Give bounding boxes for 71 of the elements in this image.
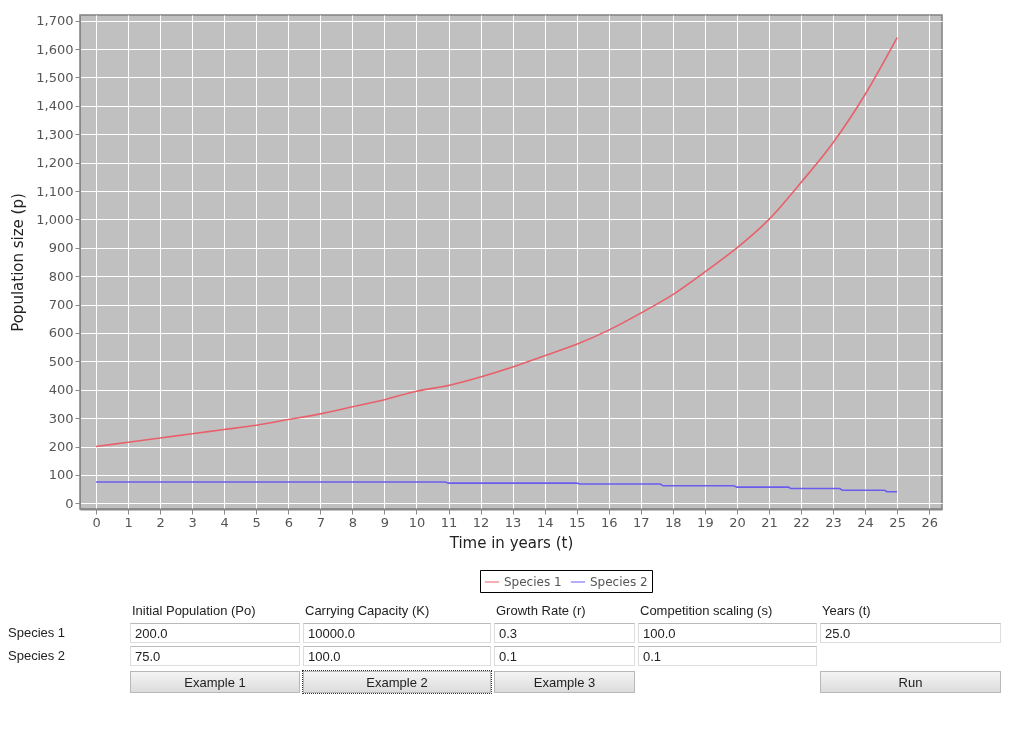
category-label: Species 1 bbox=[8, 625, 66, 640]
x-tick-label: 19 bbox=[697, 514, 714, 530]
button: Example 1 bbox=[130, 671, 300, 693]
y-axis-title: Population size (p) bbox=[9, 193, 28, 332]
y-tick-label: 200 bbox=[48, 439, 74, 455]
category-label: Species 2 bbox=[8, 648, 66, 663]
y-tick-label: 0 bbox=[65, 495, 74, 511]
x-tick-label: 8 bbox=[348, 514, 358, 530]
legend-label: Species 1 bbox=[504, 575, 562, 589]
x-tick-label: 1 bbox=[124, 514, 133, 530]
x-tick-label: 18 bbox=[665, 514, 682, 530]
button: Example 2 bbox=[303, 671, 491, 693]
text-field: 10000.0 bbox=[303, 623, 491, 643]
y-tick-label: 700 bbox=[48, 297, 74, 313]
y-tick-label: 1,300 bbox=[36, 126, 74, 142]
y-tick-label: 400 bbox=[48, 382, 74, 398]
y-tick-label: 1,000 bbox=[36, 211, 74, 227]
line-series bbox=[95, 36, 898, 448]
category-label: Initial Population (Po) bbox=[132, 603, 256, 618]
y-tick-label: 100 bbox=[48, 467, 74, 483]
x-tick-label: 7 bbox=[316, 514, 325, 530]
x-tick-label: 9 bbox=[380, 514, 390, 530]
y-tick-label: 600 bbox=[48, 325, 74, 341]
text-field: 100.0 bbox=[638, 623, 817, 643]
y-tick-label: 800 bbox=[48, 268, 74, 284]
x-tick-label: 3 bbox=[188, 514, 197, 530]
x-tick-label: 12 bbox=[472, 514, 490, 530]
x-tick-label: 21 bbox=[761, 514, 778, 530]
text-field: 25.0 bbox=[820, 623, 1001, 643]
text-field: 75.0 bbox=[130, 646, 300, 666]
y-tick-label: 1,500 bbox=[36, 69, 74, 85]
x-tick-label: 2 bbox=[156, 514, 165, 530]
y-tick-label: 1,100 bbox=[36, 183, 74, 199]
x-tick-label: 25 bbox=[889, 514, 906, 530]
category-label: Years (t) bbox=[822, 603, 871, 618]
x-tick-label: 4 bbox=[220, 514, 229, 530]
category-label: Competition scaling (s) bbox=[640, 603, 773, 618]
x-tick-label: 20 bbox=[729, 514, 746, 530]
button: Example 3 bbox=[494, 671, 635, 693]
x-tick-label: 5 bbox=[252, 514, 261, 530]
y-tick-label: 1,600 bbox=[36, 41, 74, 57]
legend-label: Species 2 bbox=[590, 575, 648, 589]
y-tick-label: 1,700 bbox=[36, 13, 74, 29]
line-series bbox=[95, 481, 898, 493]
x-tick-label: 6 bbox=[284, 514, 293, 530]
x-tick-label: 15 bbox=[568, 514, 586, 530]
text-field: 0.1 bbox=[638, 646, 817, 666]
text-field: 0.1 bbox=[494, 646, 635, 666]
x-tick-label: 26 bbox=[921, 514, 938, 530]
text-field: 100.0 bbox=[303, 646, 491, 666]
x-tick-label: 23 bbox=[825, 514, 842, 530]
y-tick-label: 900 bbox=[48, 240, 74, 256]
y-tick-label: 500 bbox=[48, 353, 74, 369]
category-label: Growth Rate (r) bbox=[496, 603, 586, 618]
text-field: 200.0 bbox=[130, 623, 300, 643]
button: Run bbox=[820, 671, 1001, 693]
x-tick-label: 0 bbox=[92, 514, 101, 530]
x-axis-title: Time in years (t) bbox=[448, 533, 574, 552]
x-tick-label: 24 bbox=[857, 514, 874, 530]
text-field: 0.3 bbox=[494, 623, 635, 643]
x-tick-label: 22 bbox=[793, 514, 810, 530]
y-tick-label: 1,200 bbox=[36, 155, 74, 171]
y-tick-label: 300 bbox=[48, 410, 74, 426]
x-tick-label: 17 bbox=[633, 514, 650, 530]
x-tick-label: 11 bbox=[440, 514, 458, 530]
y-tick-label: 1,400 bbox=[36, 98, 74, 114]
x-tick-label: 14 bbox=[536, 514, 554, 530]
category-label: Carrying Capacity (K) bbox=[305, 603, 430, 618]
x-tick-label: 13 bbox=[504, 514, 522, 530]
x-tick-label: 10 bbox=[408, 514, 426, 530]
x-tick-label: 16 bbox=[600, 514, 618, 530]
